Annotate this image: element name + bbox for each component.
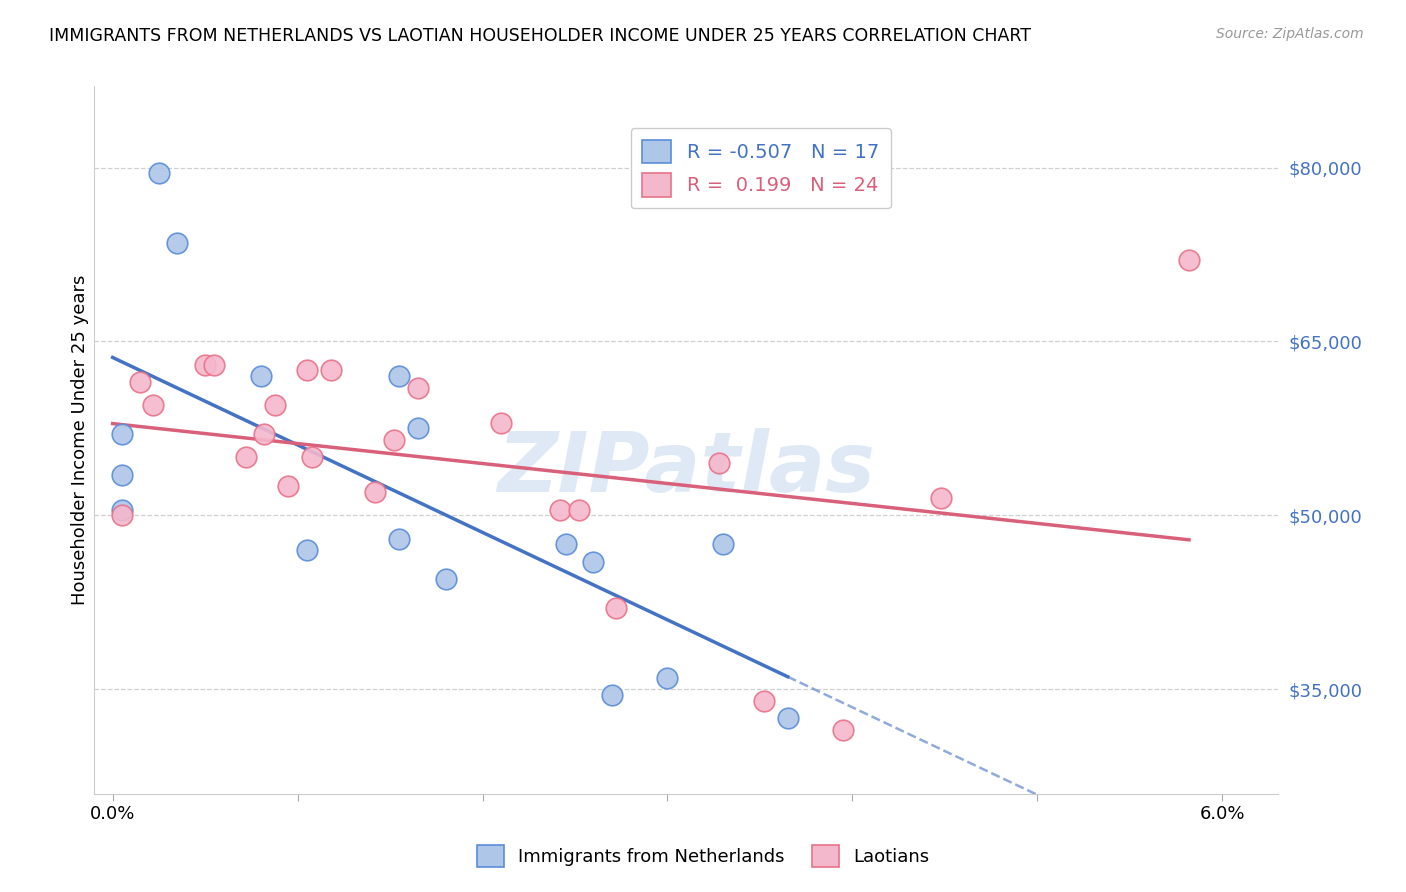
- Point: [194, 358, 217, 372]
- Point: [111, 427, 134, 442]
- Point: [568, 502, 591, 516]
- Point: [264, 398, 287, 412]
- Point: [148, 166, 170, 180]
- Point: [202, 358, 225, 372]
- Point: [657, 671, 679, 685]
- Point: [111, 467, 134, 482]
- Point: [388, 532, 411, 546]
- Point: [554, 537, 576, 551]
- Point: [548, 502, 571, 516]
- Point: [277, 479, 299, 493]
- Point: [142, 398, 165, 412]
- Y-axis label: Householder Income Under 25 years: Householder Income Under 25 years: [72, 275, 89, 605]
- Point: [434, 572, 457, 586]
- Point: [605, 601, 627, 615]
- Point: [406, 421, 429, 435]
- Point: [301, 450, 323, 465]
- Point: [489, 416, 512, 430]
- Point: [253, 427, 276, 442]
- Point: [832, 723, 855, 737]
- Point: [295, 543, 318, 558]
- Point: [295, 363, 318, 377]
- Point: [382, 433, 405, 447]
- Point: [111, 502, 134, 516]
- Point: [406, 381, 429, 395]
- Point: [582, 555, 605, 569]
- Point: [111, 508, 134, 523]
- Point: [235, 450, 257, 465]
- Point: [388, 369, 411, 384]
- Point: [1178, 253, 1201, 268]
- Point: [776, 711, 799, 725]
- Point: [709, 456, 731, 470]
- Point: [929, 491, 952, 505]
- Point: [364, 485, 387, 500]
- Legend: R = -0.507   N = 17, R =  0.199   N = 24: R = -0.507 N = 17, R = 0.199 N = 24: [630, 128, 891, 209]
- Text: ZIPatlas: ZIPatlas: [496, 428, 875, 508]
- Point: [166, 235, 188, 250]
- Point: [711, 537, 734, 551]
- Point: [600, 688, 623, 702]
- Legend: Immigrants from Netherlands, Laotians: Immigrants from Netherlands, Laotians: [470, 838, 936, 874]
- Point: [319, 363, 342, 377]
- Text: Source: ZipAtlas.com: Source: ZipAtlas.com: [1216, 27, 1364, 41]
- Point: [752, 694, 775, 708]
- Text: IMMIGRANTS FROM NETHERLANDS VS LAOTIAN HOUSEHOLDER INCOME UNDER 25 YEARS CORRELA: IMMIGRANTS FROM NETHERLANDS VS LAOTIAN H…: [49, 27, 1031, 45]
- Point: [129, 375, 152, 389]
- Point: [249, 369, 271, 384]
